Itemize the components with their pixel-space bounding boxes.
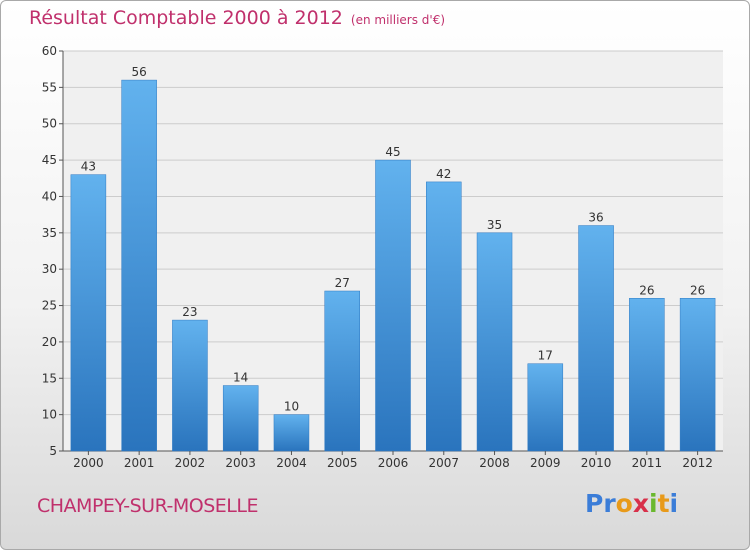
data-label: 26 bbox=[690, 283, 705, 297]
bar bbox=[476, 232, 513, 452]
data-label: 42 bbox=[436, 167, 451, 181]
x-tick-label: 2009 bbox=[530, 456, 561, 470]
y-tick-label: 5 bbox=[49, 444, 57, 458]
bar bbox=[222, 385, 259, 452]
y-tick-label: 55 bbox=[42, 80, 57, 94]
y-tick-label: 30 bbox=[42, 262, 57, 276]
y-tick-label: 10 bbox=[42, 408, 57, 422]
data-label: 23 bbox=[182, 305, 197, 319]
data-label: 56 bbox=[132, 65, 147, 79]
chart-title-text: Résultat Comptable 2000 à 2012 bbox=[29, 7, 343, 29]
data-label: 43 bbox=[81, 160, 96, 174]
y-tick-label: 15 bbox=[42, 371, 57, 385]
x-tick-label: 2012 bbox=[682, 456, 713, 470]
x-tick-label: 2010 bbox=[581, 456, 612, 470]
bar bbox=[172, 319, 208, 452]
x-tick-label: 2007 bbox=[428, 456, 459, 470]
y-tick-label: 50 bbox=[42, 117, 57, 131]
data-label: 27 bbox=[335, 276, 350, 290]
x-tick-label: 2001 bbox=[124, 456, 155, 470]
bar bbox=[426, 181, 462, 452]
chart-title: Résultat Comptable 2000 à 2012 (en millie… bbox=[29, 7, 445, 29]
y-tick-label: 20 bbox=[42, 335, 57, 349]
x-tick-label: 2006 bbox=[378, 456, 409, 470]
data-label: 10 bbox=[284, 400, 299, 414]
bar bbox=[70, 174, 107, 452]
data-label: 35 bbox=[487, 218, 502, 232]
bar bbox=[578, 225, 614, 452]
location-name: CHAMPEY-SUR-MOSELLE bbox=[37, 495, 258, 517]
bar bbox=[273, 414, 310, 452]
y-tick-label: 35 bbox=[42, 226, 57, 240]
x-tick-label: 2005 bbox=[327, 456, 358, 470]
x-tick-label: 2008 bbox=[479, 456, 510, 470]
bar bbox=[324, 290, 360, 452]
y-tick-label: 60 bbox=[42, 44, 57, 58]
y-tick-label: 40 bbox=[42, 189, 57, 203]
proxiti-logo: Proxiti bbox=[585, 489, 679, 518]
bar bbox=[527, 363, 564, 452]
x-tick-label: 2000 bbox=[73, 456, 104, 470]
bar bbox=[629, 298, 665, 452]
bar bbox=[679, 298, 716, 452]
chart-subtitle: (en milliers d'€) bbox=[350, 13, 446, 27]
x-tick-label: 2004 bbox=[276, 456, 307, 470]
y-tick-label: 45 bbox=[42, 153, 57, 167]
bar bbox=[121, 79, 157, 452]
data-label: 26 bbox=[639, 283, 654, 297]
data-label: 14 bbox=[233, 371, 248, 385]
x-tick-label: 2003 bbox=[225, 456, 256, 470]
data-label: 17 bbox=[538, 349, 553, 363]
x-tick-label: 2002 bbox=[175, 456, 206, 470]
y-tick-label: 25 bbox=[42, 299, 57, 313]
x-tick-label: 2011 bbox=[632, 456, 663, 470]
bar bbox=[375, 159, 411, 452]
data-label: 36 bbox=[588, 211, 603, 225]
data-label: 45 bbox=[385, 145, 400, 159]
